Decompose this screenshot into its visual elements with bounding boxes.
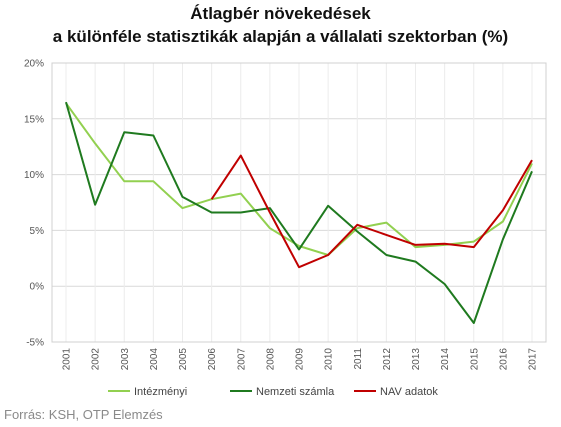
x-tick-label: 2016 — [498, 348, 509, 371]
legend-label: NAV adatok — [380, 386, 438, 398]
series-line-nemzeti-számla — [65, 101, 533, 324]
x-tick-label: 2007 — [236, 348, 247, 371]
x-tick-label: 2012 — [382, 348, 393, 371]
x-tick-label: 2014 — [440, 348, 451, 371]
y-axis: 20% 15% 10% 5% 0% -5% — [24, 59, 44, 349]
series-lines — [65, 101, 533, 324]
source-note: Forrás: KSH, OTP Elemzés — [4, 407, 163, 422]
x-tick-label: 2015 — [469, 348, 480, 371]
y-tick-label: 5% — [30, 226, 45, 237]
legend-label: Nemzeti számla — [256, 386, 335, 398]
x-axis: 2001 2002 2003 2004 2005 2006 2007 2008 2009 2010… — [62, 348, 539, 371]
series-line-nav-adatok — [210, 154, 533, 269]
x-tick-label: 2003 — [120, 348, 131, 371]
x-tick-label: 2006 — [207, 348, 218, 371]
x-tick-label: 2013 — [411, 348, 422, 371]
plot-frame — [51, 62, 547, 343]
legend: Intézményi Nemzeti számla NAV adatok — [108, 386, 438, 398]
x-tick-label: 2009 — [295, 348, 306, 371]
chart-subtitle: a különféle statisztikák alapján a válla… — [52, 27, 509, 46]
y-tick-label: 15% — [24, 114, 44, 125]
series-line-intézményi — [65, 102, 533, 256]
x-tick-label: 2011 — [353, 348, 364, 370]
grid-lines — [51, 62, 547, 343]
x-tick-label: 2005 — [178, 348, 189, 371]
y-tick-label: 0% — [30, 282, 45, 293]
y-tick-label: 10% — [24, 170, 44, 181]
x-tick-label: 2001 — [62, 348, 73, 371]
y-tick-label: -5% — [26, 338, 44, 349]
x-tick-label: 2010 — [324, 348, 335, 371]
chart-title: Átlagbér növekedések — [190, 4, 371, 23]
y-tick-label: 20% — [24, 59, 44, 70]
x-tick-label: 2002 — [91, 348, 102, 371]
legend-label: Intézményi — [134, 386, 187, 398]
x-tick-label: 2004 — [149, 348, 160, 371]
x-tick-label: 2017 — [528, 348, 539, 371]
x-tick-label: 2008 — [265, 348, 276, 371]
